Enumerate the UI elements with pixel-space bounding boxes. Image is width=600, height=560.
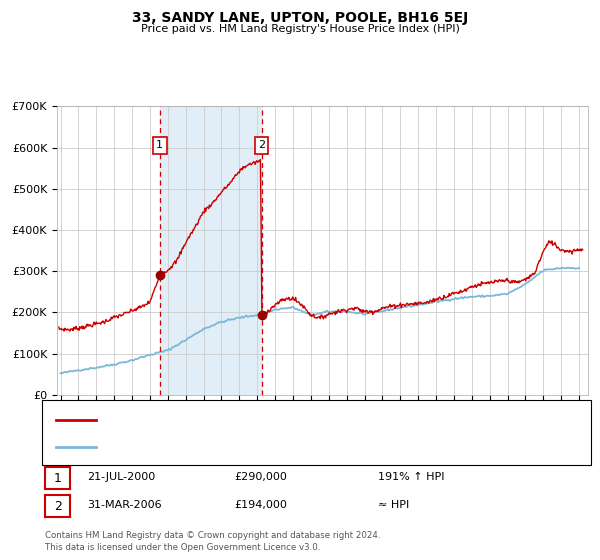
Text: 1: 1 xyxy=(157,141,163,150)
Text: Price paid vs. HM Land Registry's House Price Index (HPI): Price paid vs. HM Land Registry's House … xyxy=(140,24,460,34)
Text: 31-MAR-2006: 31-MAR-2006 xyxy=(87,500,161,510)
Text: 2: 2 xyxy=(53,500,62,513)
Text: 33, SANDY LANE, UPTON, POOLE, BH16 5EJ: 33, SANDY LANE, UPTON, POOLE, BH16 5EJ xyxy=(132,11,468,25)
Bar xyxy=(160,106,262,395)
Text: 21-JUL-2000: 21-JUL-2000 xyxy=(87,472,155,482)
Text: 33, SANDY LANE, UPTON, POOLE, BH16 5EJ (semi-detached house): 33, SANDY LANE, UPTON, POOLE, BH16 5EJ (… xyxy=(103,414,451,424)
Text: 1: 1 xyxy=(53,472,62,485)
Text: 2: 2 xyxy=(258,141,265,150)
Text: ≈ HPI: ≈ HPI xyxy=(378,500,409,510)
Text: HPI: Average price, semi-detached house, Dorset: HPI: Average price, semi-detached house,… xyxy=(103,442,359,452)
Text: £290,000: £290,000 xyxy=(234,472,287,482)
Text: £194,000: £194,000 xyxy=(234,500,287,510)
Text: 191% ↑ HPI: 191% ↑ HPI xyxy=(378,472,445,482)
Text: Contains HM Land Registry data © Crown copyright and database right 2024.
This d: Contains HM Land Registry data © Crown c… xyxy=(45,531,380,552)
